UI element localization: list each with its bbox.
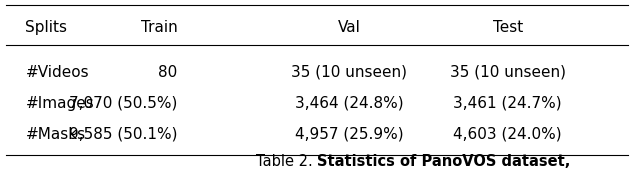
Text: Statistics of PanoVOS dataset,: Statistics of PanoVOS dataset,: [317, 154, 571, 169]
Text: #Images: #Images: [26, 96, 94, 111]
Text: 9,585 (50.1%): 9,585 (50.1%): [69, 127, 178, 142]
Text: 35 (10 unseen): 35 (10 unseen): [450, 65, 566, 80]
Text: 80: 80: [159, 65, 178, 80]
Text: Val: Val: [338, 20, 360, 35]
Text: 4,957 (25.9%): 4,957 (25.9%): [295, 127, 403, 142]
Text: 3,464 (24.8%): 3,464 (24.8%): [295, 96, 403, 111]
Text: Test: Test: [493, 20, 523, 35]
Text: Table 2.: Table 2.: [256, 154, 317, 169]
Text: 7,070 (50.5%): 7,070 (50.5%): [69, 96, 178, 111]
Text: #Masks: #Masks: [26, 127, 86, 142]
Text: Train: Train: [141, 20, 178, 35]
Text: 35 (10 unseen): 35 (10 unseen): [291, 65, 407, 80]
Text: 4,603 (24.0%): 4,603 (24.0%): [453, 127, 562, 142]
Text: #Videos: #Videos: [26, 65, 89, 80]
Text: 3,461 (24.7%): 3,461 (24.7%): [453, 96, 562, 111]
Text: Splits: Splits: [26, 20, 67, 35]
